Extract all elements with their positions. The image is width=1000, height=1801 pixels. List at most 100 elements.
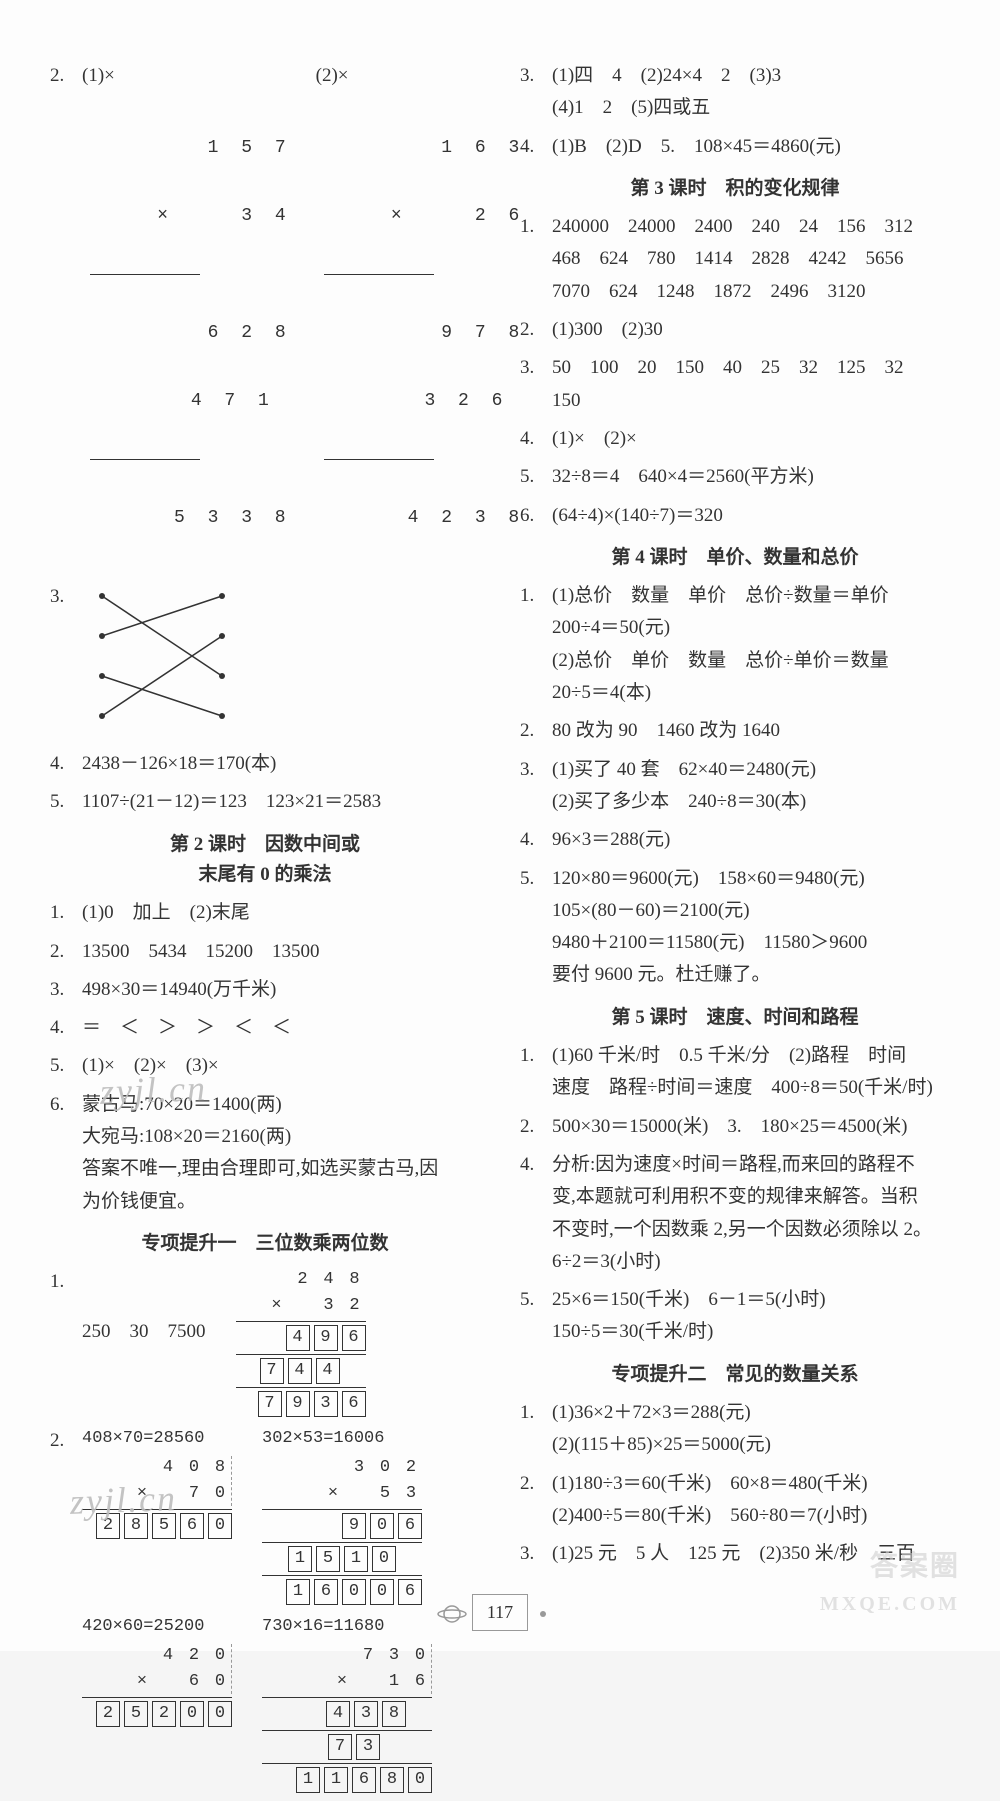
q-number: 4.	[520, 824, 552, 856]
left-q4: 4. 2438－126×18＝170(本)	[50, 748, 480, 780]
q-number: 5.	[520, 1284, 552, 1316]
q-number: 2.	[520, 1468, 552, 1500]
list-item: 6. 蒙古马:70×20＝1400(两) 大宛马:108×20＝2160(两) …	[50, 1089, 480, 1218]
q-number: 2.	[520, 715, 552, 747]
q-number: 3.	[520, 754, 552, 786]
left-column: 2. (1)× 1 5 7 × 3 4 6 2 8 4 7 1 5 3 3 8	[50, 60, 480, 1801]
q-number: 5.	[520, 461, 552, 493]
calc-title: 408×70=28560	[82, 1425, 232, 1454]
answer-text: 120×80＝9600(元) 158×60＝9480(元)	[552, 863, 950, 895]
digits: 4 2 3 8	[408, 508, 526, 528]
answer-text: (1)180÷3＝60(千米) 60×8＝480(千米)	[552, 1468, 950, 1500]
q-number: 4.	[50, 1012, 82, 1044]
watermark-text: MXQE.COM	[820, 1587, 960, 1621]
q-number: 5.	[50, 1050, 82, 1082]
answer-text: 要付 9600 元。杜迁赚了。	[552, 959, 950, 991]
answer-text: (1)× (2)×	[552, 423, 950, 455]
q-number: 4.	[50, 748, 82, 780]
columns-container: 2. (1)× 1 5 7 × 3 4 6 2 8 4 7 1 5 3 3 8	[50, 60, 950, 1801]
digits: 3 2 6	[424, 391, 525, 411]
q-number: 3.	[520, 60, 552, 92]
answer-text: 20÷5＝4(本)	[552, 677, 950, 709]
answer-text: (1)300 (2)30	[552, 314, 950, 346]
q-number: 1.	[520, 580, 552, 612]
q-number: 2.	[50, 60, 82, 92]
list-item: 1. (1)60 千米/时 0.5 千米/分 (2)路程 时间 速度 路程÷时间…	[520, 1040, 950, 1105]
section-heading: 第 2 课时 因数中间或	[50, 829, 480, 861]
z1-q2-row2: 420×60=25200 420 ×60 25200 730×16=11680 …	[50, 1613, 480, 1795]
z1-q2: 2. 408×70=28560 408 ×70 28560 302×53=160…	[50, 1425, 480, 1607]
list-item: 1.(1)0 加上 (2)末尾	[50, 897, 480, 929]
answer-text: (2)400÷5＝80(千米) 560÷80＝7(小时)	[552, 1500, 950, 1532]
q-number: 5.	[50, 786, 82, 818]
answer-text: 9480＋2100＝11580(元) 11580＞9600	[552, 927, 950, 959]
z1-q1: 1. 250 30 7500 248 ×32 496 744 7936	[50, 1266, 480, 1419]
list-item: 3. (1)买了 40 套 62×40＝2480(元) (2)买了多少本 240…	[520, 754, 950, 819]
q2-part1: (1)× 1 5 7 × 3 4 6 2 8 4 7 1 5 3 3 8	[82, 60, 292, 575]
q-number: 6.	[50, 1089, 82, 1121]
list-item: 3. (1)四 4 (2)24×4 2 (3)3 (4)1 2 (5)四或五	[520, 60, 950, 125]
answer-text: 6÷2＝3(小时)	[552, 1246, 950, 1278]
watermark-box: 答案圈 MXQE.COM	[820, 1543, 960, 1621]
column-calc: 420×60=25200 420 ×60 25200	[82, 1613, 232, 1795]
answer-text: 32÷8＝4 640×4＝2560(平方米)	[552, 461, 950, 493]
q-number: 3.	[50, 974, 82, 1006]
answer-text: (1)总价 数量 单价 总价÷数量＝单价	[552, 580, 950, 612]
list-item: 4.＝ ＜ ＞ ＞ ＜ ＜	[50, 1012, 480, 1044]
planet-icon	[437, 1603, 467, 1625]
answer-text: 500×30＝15000(米) 3. 180×25＝4500(米)	[552, 1111, 950, 1143]
calc-title: 302×53=16006	[262, 1425, 422, 1454]
list-item: 4.96×3＝288(元)	[520, 824, 950, 856]
list-item: 4. 分析:因为速度×时间＝路程,而来回的路程不 变,本题就可利用积不变的规律来…	[520, 1149, 950, 1278]
answer-text: 498×30＝14940(万千米)	[82, 974, 480, 1006]
answer-text: 为价钱便宜。	[82, 1186, 480, 1218]
column-calc: 302×53=16006 302 ×53 906 1510 16006	[262, 1425, 422, 1607]
list-item: 1. (1)36×2＋72×3＝288(元) (2)(115＋85)×25＝50…	[520, 1397, 950, 1462]
answer-text: (1)B (2)D 5. 108×45＝4860(元)	[552, 131, 950, 163]
answer-text: (2)(115＋85)×25＝5000(元)	[552, 1429, 950, 1461]
section-heading: 第 4 课时 单价、数量和总价	[520, 542, 950, 574]
list-item: 4.(1)× (2)×	[520, 423, 950, 455]
right-column: 3. (1)四 4 (2)24×4 2 (3)3 (4)1 2 (5)四或五 4…	[520, 60, 950, 1801]
list-item: 2. (1)180÷3＝60(千米) 60×8＝480(千米) (2)400÷5…	[520, 1468, 950, 1533]
q-number: 3.	[520, 352, 552, 384]
answer-text: 240000 24000 2400 240 24 156 312	[552, 211, 950, 243]
q-number: 1.	[50, 897, 82, 929]
list-item: 2.13500 5434 15200 13500	[50, 936, 480, 968]
list-item: 3.50 100 20 150 40 25 32 125 32 150	[520, 352, 950, 417]
answer-text: 变,本题就可利用积不变的规律来解答。当积	[552, 1181, 950, 1213]
answer-text: 96×3＝288(元)	[552, 824, 950, 856]
q-number: 1.	[520, 1040, 552, 1072]
answer-text: 大宛马:108×20＝2160(两)	[82, 1121, 480, 1153]
list-item: 5.(1)× (2)× (3)×	[50, 1050, 480, 1082]
list-item: 5. 120×80＝9600(元) 158×60＝9480(元) 105×(80…	[520, 863, 950, 992]
answer-text: (1)× (2)× (3)×	[82, 1050, 480, 1082]
list-item: 2.(1)300 (2)30	[520, 314, 950, 346]
q-number: 4.	[520, 131, 552, 163]
answer-text: (4)1 2 (5)四或五	[552, 92, 950, 124]
answer-text: (2)总价 单价 数量 总价÷单价＝数量	[552, 645, 950, 677]
q-number: 2.	[520, 314, 552, 346]
q-number: 4.	[520, 423, 552, 455]
q-number: 1.	[520, 1397, 552, 1429]
section-heading: 第 3 课时 积的变化规律	[520, 173, 950, 205]
answer-text: 250 30 7500	[82, 1266, 206, 1348]
list-item: 3.498×30＝14940(万千米)	[50, 974, 480, 1006]
answer-text: (2)买了多少本 240÷8＝30(本)	[552, 786, 950, 818]
section-heading: 末尾有 0 的乘法	[50, 859, 480, 891]
q-number: 2.	[520, 1111, 552, 1143]
digits: 1 6 3	[441, 138, 525, 158]
q-number: 3.	[520, 1538, 552, 1570]
answer-text: (1)0 加上 (2)末尾	[82, 897, 480, 929]
list-item: 5.32÷8＝4 640×4＝2560(平方米)	[520, 461, 950, 493]
q2-part2: (2)× 1 6 3 × 2 6 9 7 8 3 2 6 4 2 3 8	[316, 60, 526, 575]
digits: 1 5 7	[208, 138, 292, 158]
answer-text: 105×(80－60)＝2100(元)	[552, 895, 950, 927]
left-q2: 2. (1)× 1 5 7 × 3 4 6 2 8 4 7 1 5 3 3 8	[50, 60, 480, 575]
q-number: 4.	[520, 1149, 552, 1181]
list-item: 5. 25×6＝150(千米) 6－1＝5(小时) 150÷5＝30(千米/时)	[520, 1284, 950, 1349]
digits: 3 4	[191, 206, 292, 226]
matching-diagram	[82, 581, 262, 731]
column-calc: 730×16=11680 730 ×16 438 73 11680	[262, 1613, 432, 1795]
q-number: 5.	[520, 863, 552, 895]
